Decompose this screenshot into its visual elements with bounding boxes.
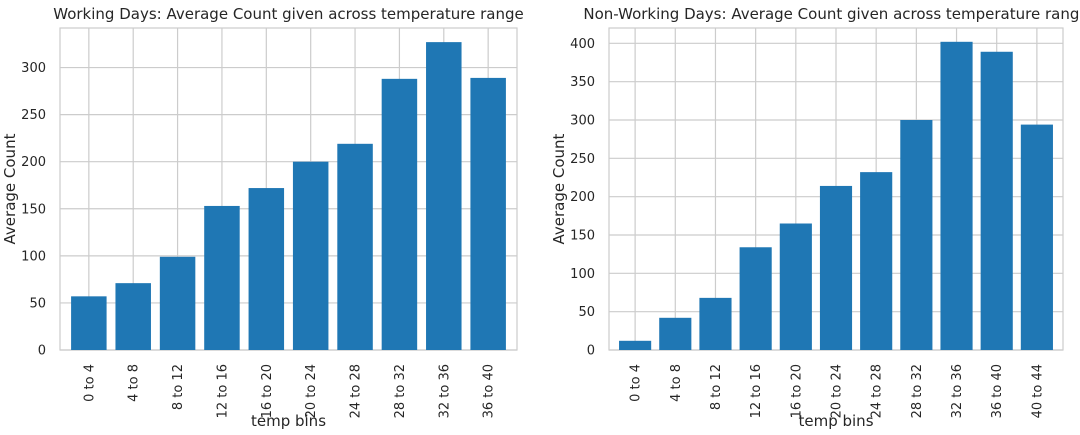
x-tick-label: 16 to 20 — [789, 364, 804, 418]
bar — [739, 247, 772, 350]
y-tick-label: 50 — [29, 296, 46, 311]
y-tick-label: 150 — [570, 229, 595, 244]
x-tick-label: 24 to 28 — [870, 364, 885, 418]
y-tick-label: 0 — [587, 344, 595, 359]
bar — [1020, 124, 1053, 350]
chart-title: Non-Working Days: Average Count given ac… — [583, 5, 1080, 23]
x-tick-label: 32 to 36 — [950, 364, 965, 418]
y-tick-label: 350 — [570, 75, 595, 90]
chart-title: Working Days: Average Count given across… — [53, 5, 523, 23]
bars — [619, 41, 1053, 351]
y-tick-label: 250 — [21, 108, 46, 123]
bar — [819, 185, 853, 350]
y-tick-label: 300 — [21, 61, 46, 76]
x-axis-label: temp bins — [251, 412, 326, 430]
x-tick-label: 8 to 12 — [709, 364, 724, 410]
y-axis-label: Average Count — [550, 133, 568, 244]
bar — [699, 297, 732, 350]
x-tick-label: 24 to 28 — [349, 364, 364, 418]
x-tick-labels: 0 to 4 4 to 8 8 to 12 12 to 16 16 to 20 20 to… — [82, 364, 496, 418]
y-tick-label: 250 — [570, 152, 595, 167]
x-tick-label: 0 to 4 — [629, 364, 644, 402]
x-tick-label: 8 to 12 — [171, 364, 186, 410]
bar — [619, 340, 652, 350]
y-tick-label: 200 — [21, 155, 46, 170]
x-tick-label: 20 to 24 — [304, 364, 319, 418]
bar — [337, 143, 373, 350]
y-tick-label: 300 — [570, 114, 595, 129]
bar — [779, 223, 812, 350]
bar — [470, 77, 506, 351]
x-tick-labels: 0 to 4 4 to 8 8 to 12 12 to 16 16 to 20 20 to… — [629, 364, 1046, 418]
working-days-chart: Working Days: Average Count given across… — [1, 5, 524, 430]
bar — [940, 41, 973, 351]
x-tick-label: 4 to 8 — [669, 364, 684, 402]
bar — [204, 205, 240, 350]
y-tick-labels: 0 50 100 150 200 250 300 350 400 — [570, 37, 595, 359]
x-tick-label: 20 to 24 — [830, 364, 845, 418]
bar — [115, 283, 151, 350]
non-working-days-chart: Non-Working Days: Average Count given ac… — [550, 5, 1080, 430]
x-tick-label: 12 to 16 — [749, 364, 764, 418]
bar — [381, 78, 418, 350]
x-tick-label: 4 to 8 — [127, 364, 142, 402]
plot-frame — [59, 27, 518, 351]
y-axis-label: Average Count — [1, 133, 19, 244]
bar — [71, 296, 107, 350]
x-tick-label: 28 to 32 — [910, 364, 925, 418]
x-tick-label: 36 to 40 — [482, 364, 497, 418]
y-tick-label: 200 — [570, 190, 595, 205]
x-tick-label: 16 to 20 — [260, 364, 275, 418]
x-tick-label: 40 to 44 — [1030, 364, 1045, 418]
bar — [900, 120, 933, 350]
bar — [248, 188, 285, 350]
y-tick-label: 400 — [570, 37, 595, 52]
bar — [159, 256, 196, 350]
x-tick-label: 36 to 40 — [990, 364, 1005, 418]
bar — [980, 51, 1013, 351]
bar — [659, 317, 692, 350]
bar — [292, 161, 329, 350]
x-tick-label: 12 to 16 — [215, 364, 230, 418]
y-tick-label: 100 — [570, 267, 595, 282]
bar — [860, 172, 893, 350]
y-tick-label: 50 — [578, 305, 595, 320]
y-tick-label: 150 — [21, 202, 46, 217]
x-tick-label: 28 to 32 — [393, 364, 408, 418]
x-axis-label: temp bins — [798, 412, 873, 430]
x-tick-label: 0 to 4 — [82, 364, 97, 402]
bars — [71, 42, 506, 351]
bar — [426, 42, 462, 351]
y-tick-labels: 0 50 100 150 200 250 300 — [21, 61, 46, 358]
x-tick-label: 32 to 36 — [437, 364, 452, 418]
y-tick-label: 100 — [21, 249, 46, 264]
y-tick-label: 0 — [38, 344, 46, 359]
